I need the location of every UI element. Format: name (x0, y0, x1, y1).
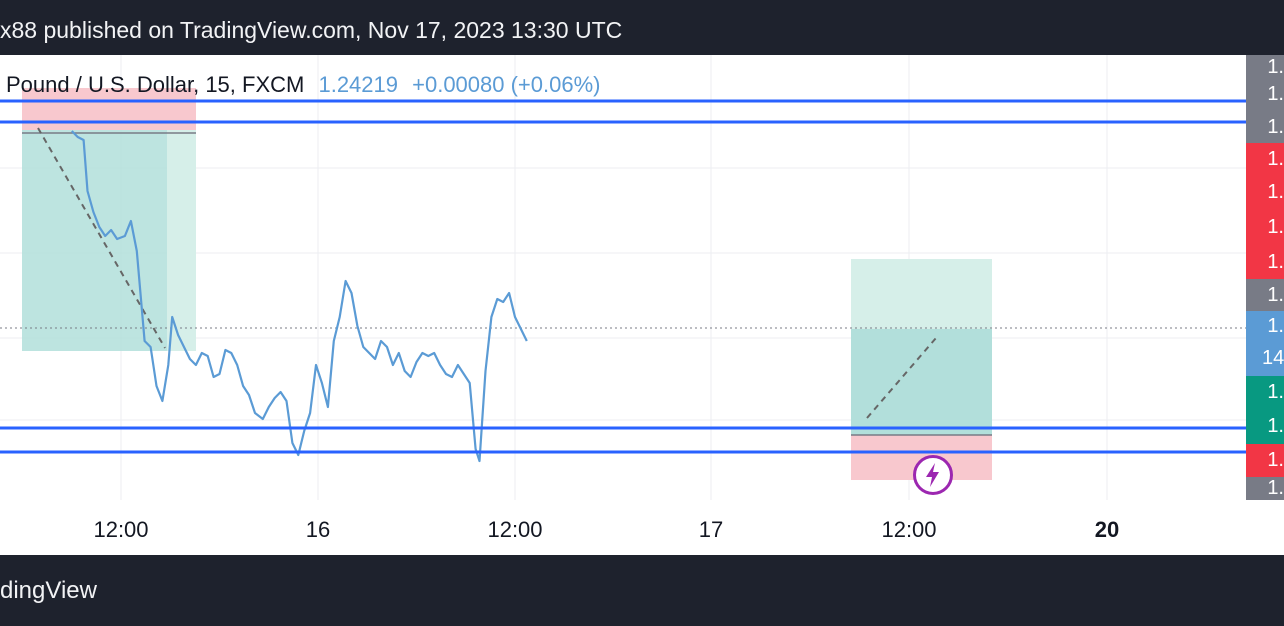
x-tick-label: 20 (1095, 517, 1119, 542)
price-axis-label[interactable]: 1. (1246, 55, 1284, 79)
price-axis-label[interactable]: 1. (1246, 444, 1284, 477)
price-axis-label[interactable]: 1. (1246, 78, 1284, 111)
last-price: 1.24219 (318, 72, 398, 97)
symbol-legend[interactable]: Pound / U.S. Dollar, 15, FXCM 1.24219 +0… (6, 72, 601, 98)
trade-path-2 (866, 337, 937, 419)
price-chart[interactable]: 12:00 16 12:00 17 12:00 20 (0, 55, 1284, 555)
price-axis-label[interactable]: 1. (1246, 477, 1284, 500)
price-axis-label[interactable]: 1. (1246, 311, 1284, 341)
price-axis-label[interactable]: 1. (1246, 245, 1284, 279)
symbol-name: Pound / U.S. Dollar, 15, FXCM (6, 72, 305, 97)
x-tick-label: 17 (699, 517, 723, 542)
price-change: +0.00080 (+0.06%) (412, 72, 601, 97)
price-axis-label[interactable]: 1. (1246, 376, 1284, 409)
footer-brand: dingView (0, 577, 97, 604)
take-profit-zone-1-light (167, 130, 196, 351)
bolt-icon[interactable] (913, 455, 953, 495)
x-tick-label: 12:00 (93, 517, 148, 542)
x-tick-label: 12:00 (881, 517, 936, 542)
price-axis-label[interactable]: 1. (1246, 111, 1284, 143)
price-axis-label[interactable]: 14 (1246, 341, 1284, 376)
x-tick-label: 16 (306, 517, 330, 542)
x-tick-label: 12:00 (487, 517, 542, 542)
price-axis-label[interactable]: 1. (1246, 209, 1284, 245)
take-profit-zone-2-light (851, 259, 992, 329)
publisher-text: x88 published on TradingView.com, Nov 17… (0, 17, 623, 43)
price-axis-label[interactable]: 1. (1246, 176, 1284, 209)
price-series-line (71, 130, 528, 463)
price-axis-label[interactable]: 1. (1246, 143, 1284, 176)
price-axis-label[interactable]: 1. (1246, 279, 1284, 311)
price-axis-label[interactable]: 1. (1246, 409, 1284, 444)
publisher-header: x88 published on TradingView.com, Nov 17… (0, 0, 1284, 55)
plot-area (0, 55, 1246, 500)
take-profit-zone-2 (851, 329, 992, 435)
footer-bar: dingView (0, 555, 1284, 626)
trade-path-1 (37, 127, 166, 349)
